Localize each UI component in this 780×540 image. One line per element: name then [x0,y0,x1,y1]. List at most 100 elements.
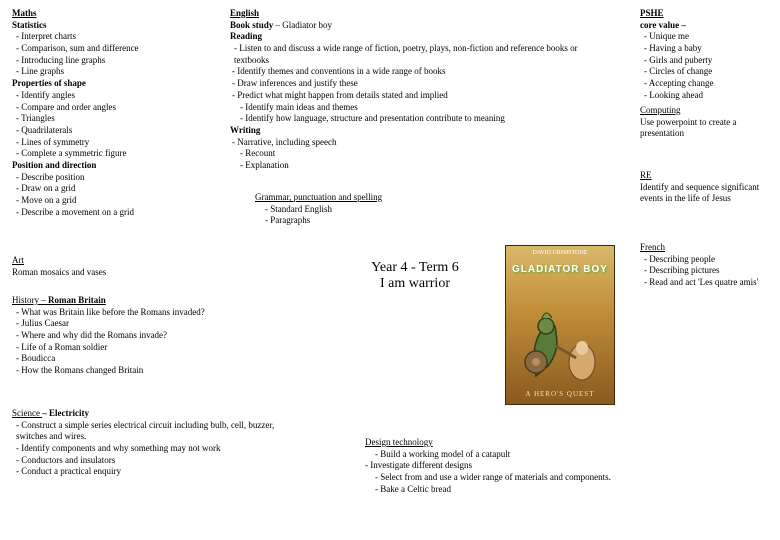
bookstudy-heading: Book study [230,20,273,30]
dt-block: Design technology Build a working model … [365,437,645,495]
list-item: Circles of change [644,66,770,78]
list-item: Bake a Celtic bread [375,484,645,496]
reading-list: Listen to and discuss a wide range of fi… [230,43,610,66]
list-item: Identify components and why something ma… [16,443,292,455]
gps-block: Grammar, punctuation and spelling Standa… [255,192,475,227]
list-item: Standard English [265,204,475,216]
computing-title: Computing [640,105,681,115]
list-item: Triangles [16,113,212,125]
gps-title: Grammar, punctuation and spelling [255,192,382,202]
french-title: French [640,242,665,252]
writing-inner-list: Recount Explanation [230,148,610,171]
writing-heading: Writing [230,125,260,135]
re-text: Identify and sequence significant events… [640,182,775,205]
list-item: Introducing line graphs [16,55,212,67]
list-item: Line graphs [16,66,212,78]
list-item: How the Romans changed Britain [16,365,272,377]
list-item: Conductors and insulators [16,455,292,467]
list-item: Julius Caesar [16,318,272,330]
list-item: Boudicca [16,353,272,365]
art-text: Roman mosaics and vases [12,267,212,279]
list-item: Life of a Roman soldier [16,342,272,354]
list-item: Identify main ideas and themes [240,102,610,114]
history-title-b: Roman Britain [48,295,106,305]
list-item: Interpret charts [16,31,212,43]
book-author: DAVID GRIMSTONE [506,250,614,256]
history-block: History – Roman Britain What was Britain… [12,295,272,377]
gps-list: Standard English Paragraphs [255,204,475,227]
statistics-list: Interpret charts Comparison, sum and dif… [12,31,212,78]
props-heading: Properties of shape [12,78,86,88]
dt-line2: - Investigate different designs [365,460,645,472]
art-title: Art [12,255,24,265]
science-list: Construct a simple series electrical cir… [12,420,292,478]
book-cover: DAVID GRIMSTONE GLADIATOR BOY A HERO'S Q… [505,245,615,405]
list-item: Describing pictures [644,265,775,277]
list-item: Compare and order angles [16,102,212,114]
list-item: Lines of symmetry [16,137,212,149]
book-hero: A HERO'S QUEST [506,390,614,398]
core-value-heading: core value – [640,20,686,30]
re-title: RE [640,170,652,180]
reading-inner-list: Identify main ideas and themes Identify … [230,102,610,125]
art-block: Art Roman mosaics and vases [12,255,212,278]
list-item: Explanation [240,160,610,172]
science-title-a: Science [12,408,42,418]
props-list: Identify angles Compare and order angles… [12,90,212,160]
dt-inner: Build a working model of a catapult [365,449,645,461]
reading-heading: Reading [230,31,262,41]
list-item: Accepting change [644,78,770,90]
list-item: Draw on a grid [16,183,212,195]
pshe-block: PSHE core value – Unique me Having a bab… [640,8,770,102]
list-item: Quadrilaterals [16,125,212,137]
center-line1: Year 4 - Term 6 [330,260,500,276]
list-item: Having a baby [644,43,770,55]
list-item: Recount [240,148,610,160]
history-title-a: History – [12,295,48,305]
bookstudy-value: – Gladiator boy [273,20,332,30]
list-item: Identify angles [16,90,212,102]
center-title: Year 4 - Term 6 I am warrior [330,260,500,292]
english-block: English Book study – Gladiator boy Readi… [230,8,610,172]
french-block: French Describing people Describing pict… [640,242,775,289]
list-item: Construct a simple series electrical cir… [16,420,292,443]
list-item: Identify how language, structure and pre… [240,113,610,125]
list-item: Listen to and discuss a wide range of fi… [234,43,610,66]
list-item: Predict what might happen from details s… [237,90,447,100]
computing-text: Use powerpoint to create a presentation [640,117,770,140]
center-line2: I am warrior [330,276,500,292]
list-item: Girls and puberty [644,55,770,67]
gladiator-icon [512,306,610,386]
list-item: Build a working model of a catapult [375,449,645,461]
french-list: Describing people Describing pictures Re… [640,254,775,289]
list-item: Conduct a practical enquiry [16,466,292,478]
list-item: Narrative, including speech [237,137,336,147]
pshe-list: Unique me Having a baby Girls and pubert… [640,31,770,101]
dt-list: Select from and use a wider range of mat… [365,472,645,495]
pos-list: Describe position Draw on a grid Move on… [12,172,212,219]
list-item: Move on a grid [16,195,212,207]
pos-heading: Position and direction [12,160,96,170]
maths-block: Maths Statistics Interpret charts Compar… [12,8,212,218]
list-item: Looking ahead [644,90,770,102]
list-item: Describe position [16,172,212,184]
list-item: Describe a movement on a grid [16,207,212,219]
list-item: What was Britain like before the Romans … [16,307,272,319]
list-item: Comparison, sum and difference [16,43,212,55]
list-item: Select from and use a wider range of mat… [375,472,645,484]
history-list: What was Britain like before the Romans … [12,307,272,377]
list-item: Where and why did the Romans invade? [16,330,272,342]
science-block: Science – Electricity Construct a simple… [12,408,292,478]
list-item: Paragraphs [265,215,475,227]
list-item: Complete a symmetric figure [16,148,212,160]
re-block: RE Identify and sequence significant eve… [640,170,775,205]
list-item: Unique me [644,31,770,43]
statistics-heading: Statistics [12,20,47,30]
dt-title: Design technology [365,437,433,447]
list-item: Identify themes and conventions in a wid… [237,66,445,76]
list-item: Draw inferences and justify these [237,78,357,88]
computing-block: Computing Use powerpoint to create a pre… [640,105,770,140]
science-title-b: – Electricity [42,408,89,418]
maths-title: Maths [12,8,37,18]
english-title: English [230,8,259,18]
